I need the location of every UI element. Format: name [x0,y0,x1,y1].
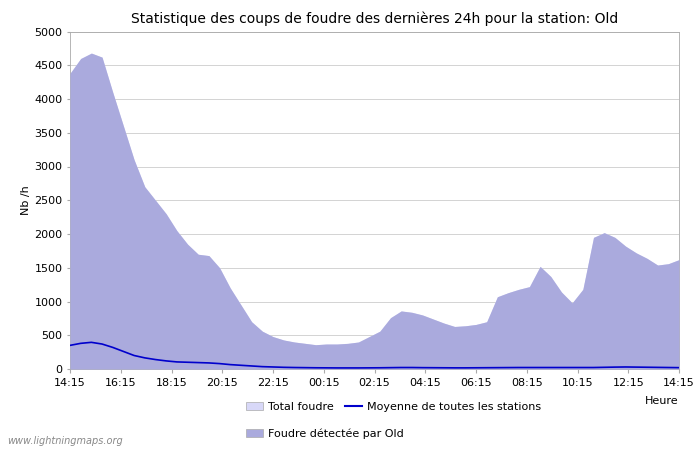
Y-axis label: Nb /h: Nb /h [22,185,32,215]
Text: www.lightningmaps.org: www.lightningmaps.org [7,436,122,446]
Legend: Foudre détectée par Old: Foudre détectée par Old [246,428,404,439]
Title: Statistique des coups de foudre des dernières 24h pour la station: Old: Statistique des coups de foudre des dern… [131,12,618,26]
Text: Heure: Heure [645,396,679,406]
